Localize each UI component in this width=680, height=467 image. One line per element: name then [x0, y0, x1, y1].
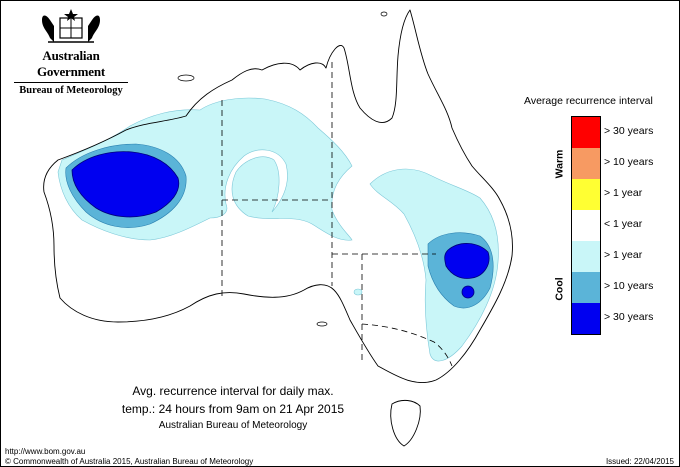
state-borders — [221, 62, 453, 367]
legend-label: > 30 years — [604, 125, 654, 137]
bureau-title: Bureau of Meteorology — [19, 85, 123, 96]
legend-swatch — [572, 210, 600, 241]
legend-title: Average recurrence interval — [524, 95, 653, 107]
map-caption-line3: Australian Bureau of Meteorology — [158, 420, 308, 431]
coat-of-arms-icon — [42, 9, 100, 43]
issued-date: Issued: 22/04/2015 — [605, 457, 674, 466]
legend-label: > 1 year — [604, 249, 643, 261]
legend-swatch — [572, 117, 600, 148]
shading-gt30yr-east — [444, 243, 490, 279]
legend-color-scale — [571, 116, 601, 335]
legend-swatch — [572, 272, 600, 303]
ari-shading — [57, 97, 499, 362]
legend-label: > 30 years — [604, 311, 654, 323]
legend-cool-label: Cool — [553, 277, 566, 301]
legend-label: > 1 year — [604, 187, 643, 199]
shading-gt1yr-patch — [353, 288, 363, 296]
island-outline — [177, 74, 195, 82]
legend-label: > 10 years — [604, 280, 654, 292]
legend-label: > 10 years — [604, 156, 654, 168]
island-outline — [380, 11, 388, 17]
legend-swatch — [572, 148, 600, 179]
source-url: http://www.bom.gov.au — [5, 447, 86, 456]
bom-logo: Australian Government Bureau of Meteorol… — [8, 8, 134, 96]
shading-gt30yr-east-small — [461, 285, 475, 299]
legend-warm-label: Warm — [553, 149, 566, 179]
map-caption-line2: temp.: 24 hours from 9am on 21 Apr 2015 — [121, 402, 345, 416]
australia-outline — [43, 9, 513, 384]
legend-label: < 1 year — [604, 218, 643, 230]
header-divider — [14, 82, 128, 83]
legend-swatch — [572, 303, 600, 334]
island-outline — [316, 321, 328, 327]
copyright-notice: © Commonwealth of Australia 2015, Austra… — [5, 457, 254, 466]
shading-gt30yr-nw — [71, 151, 180, 218]
government-title: Australian Government — [36, 48, 106, 79]
tasmania-outline — [390, 399, 421, 447]
map-caption-line1: Avg. recurrence interval for daily max. — [132, 384, 334, 398]
legend-swatch — [572, 179, 600, 210]
legend-swatch — [572, 241, 600, 272]
